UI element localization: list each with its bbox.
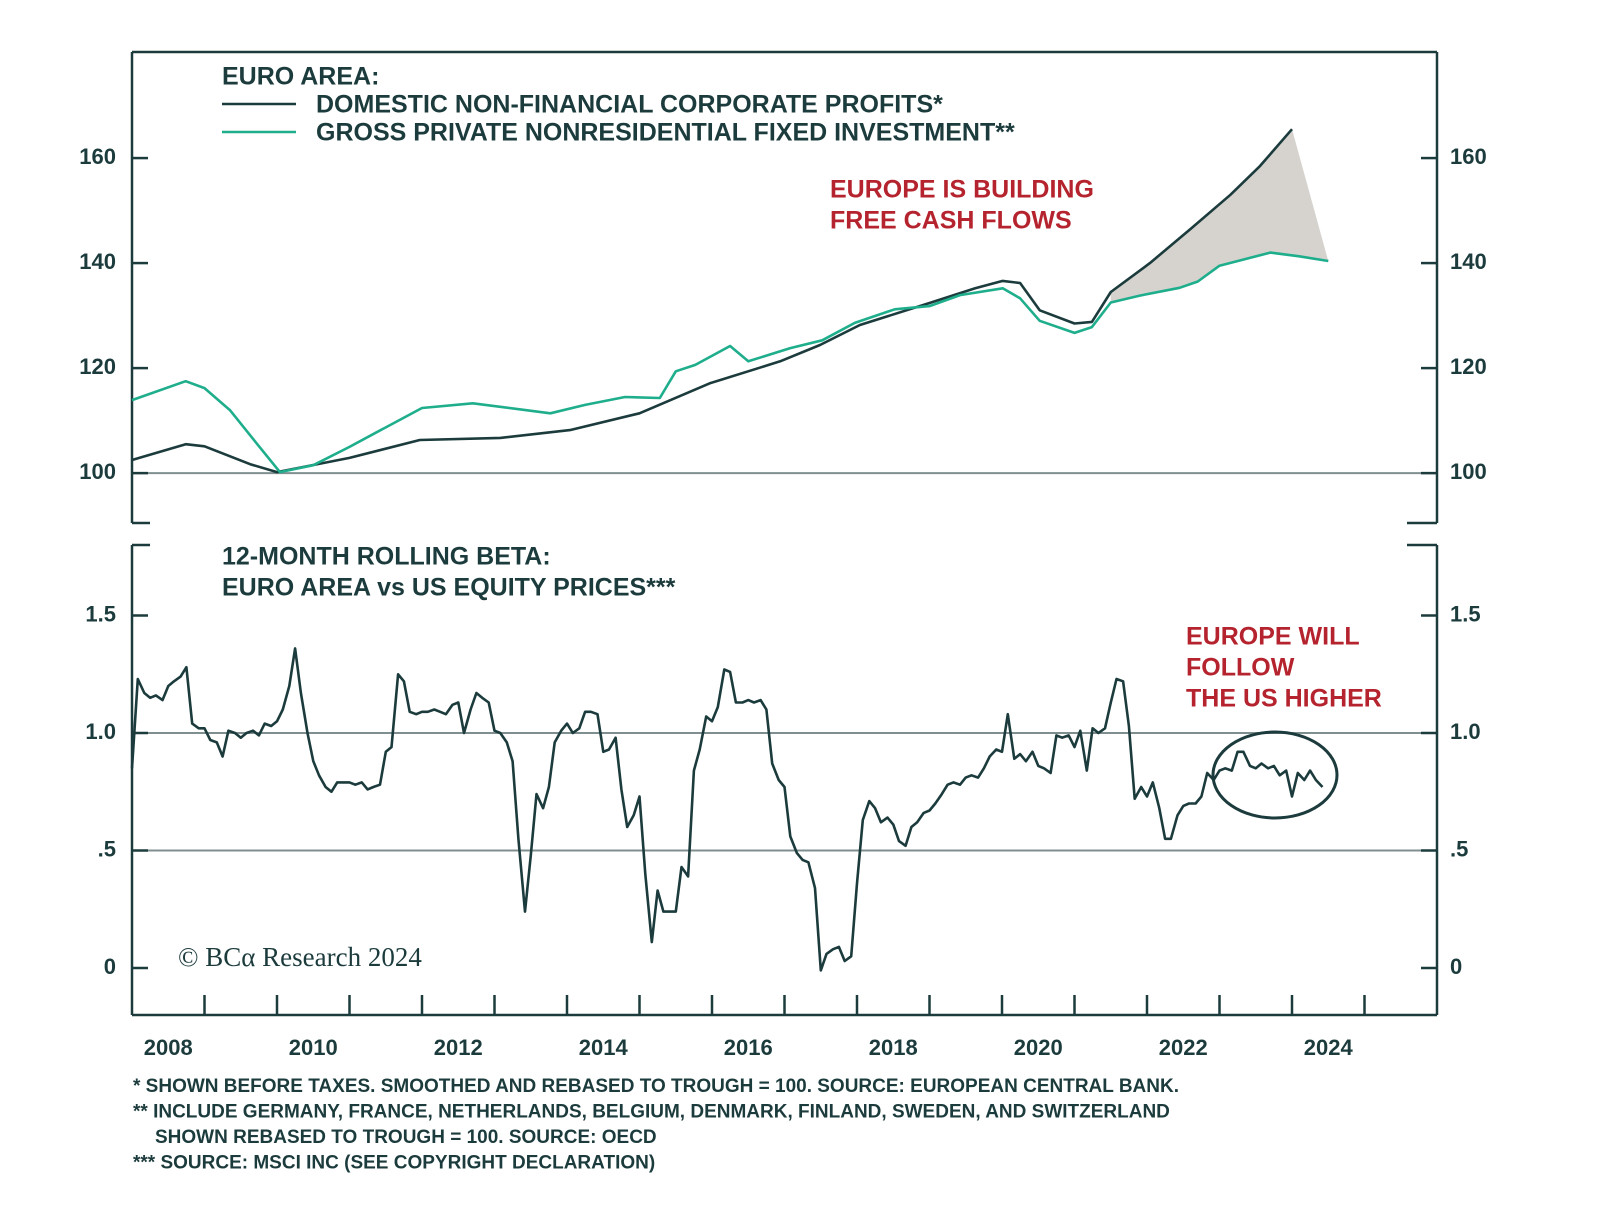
y-tick-label: .5 <box>98 836 116 861</box>
y-tick-label: 0 <box>104 954 116 979</box>
footnote: ** INCLUDE GERMANY, FRANCE, NETHERLANDS,… <box>133 1102 1170 1123</box>
y-tick-label: 1.5 <box>85 601 116 626</box>
x-tick-label: 2008 <box>144 1035 193 1060</box>
series-line <box>131 251 1329 474</box>
y2-tick-label: 1.5 <box>1450 601 1481 626</box>
y-tick-label: 100 <box>79 459 116 484</box>
y2-tick-label: 140 <box>1450 249 1487 274</box>
y-tick-label: 160 <box>79 144 116 169</box>
x-tick-label: 2020 <box>1014 1035 1063 1060</box>
chart-title: EURO AREA vs US EQUITY PRICES*** <box>222 574 676 602</box>
x-tick-label: 2012 <box>434 1035 483 1060</box>
y2-tick-label: 1.0 <box>1450 719 1481 744</box>
annotation: FREE CASH FLOWS <box>830 207 1072 235</box>
y-tick-label: 140 <box>79 249 116 274</box>
legend-label: DOMESTIC NON-FINANCIAL CORPORATE PROFITS… <box>316 91 943 119</box>
footnote: * SHOWN BEFORE TAXES. SMOOTHED AND REBAS… <box>133 1076 1179 1097</box>
copyright: © BCα Research 2024 <box>178 942 422 972</box>
annotation: EUROPE WILL <box>1186 623 1360 651</box>
y2-tick-label: 120 <box>1450 354 1487 379</box>
y-tick-label: 120 <box>79 354 116 379</box>
annotation: FOLLOW <box>1186 654 1295 682</box>
x-tick-label: 2014 <box>579 1035 629 1060</box>
highlight-circle <box>1211 730 1339 820</box>
y2-tick-label: 0 <box>1450 954 1462 979</box>
x-tick-label: 2024 <box>1304 1035 1354 1060</box>
footnote: SHOWN REBASED TO TROUGH = 100. SOURCE: O… <box>155 1127 657 1148</box>
legend-label: GROSS PRIVATE NONRESIDENTIAL FIXED INVES… <box>316 119 1015 147</box>
x-tick-label: 2022 <box>1159 1035 1208 1060</box>
x-tick-label: 2018 <box>869 1035 918 1060</box>
chart-title: 12-MONTH ROLLING BETA: <box>222 543 551 571</box>
x-tick-label: 2016 <box>724 1035 773 1060</box>
y2-tick-label: .5 <box>1450 836 1468 861</box>
y-tick-label: 1.0 <box>85 719 116 744</box>
y2-tick-label: 160 <box>1450 144 1487 169</box>
legend-title: EURO AREA: <box>222 63 379 91</box>
x-tick-label: 2010 <box>289 1035 338 1060</box>
shaded-gap <box>1110 129 1329 303</box>
footnote: *** SOURCE: MSCI INC (SEE COPYRIGHT DECL… <box>133 1153 655 1174</box>
series-line <box>130 647 1324 972</box>
annotation: EUROPE IS BUILDING <box>830 176 1094 204</box>
y2-tick-label: 100 <box>1450 459 1487 484</box>
annotation: THE US HIGHER <box>1186 685 1382 713</box>
